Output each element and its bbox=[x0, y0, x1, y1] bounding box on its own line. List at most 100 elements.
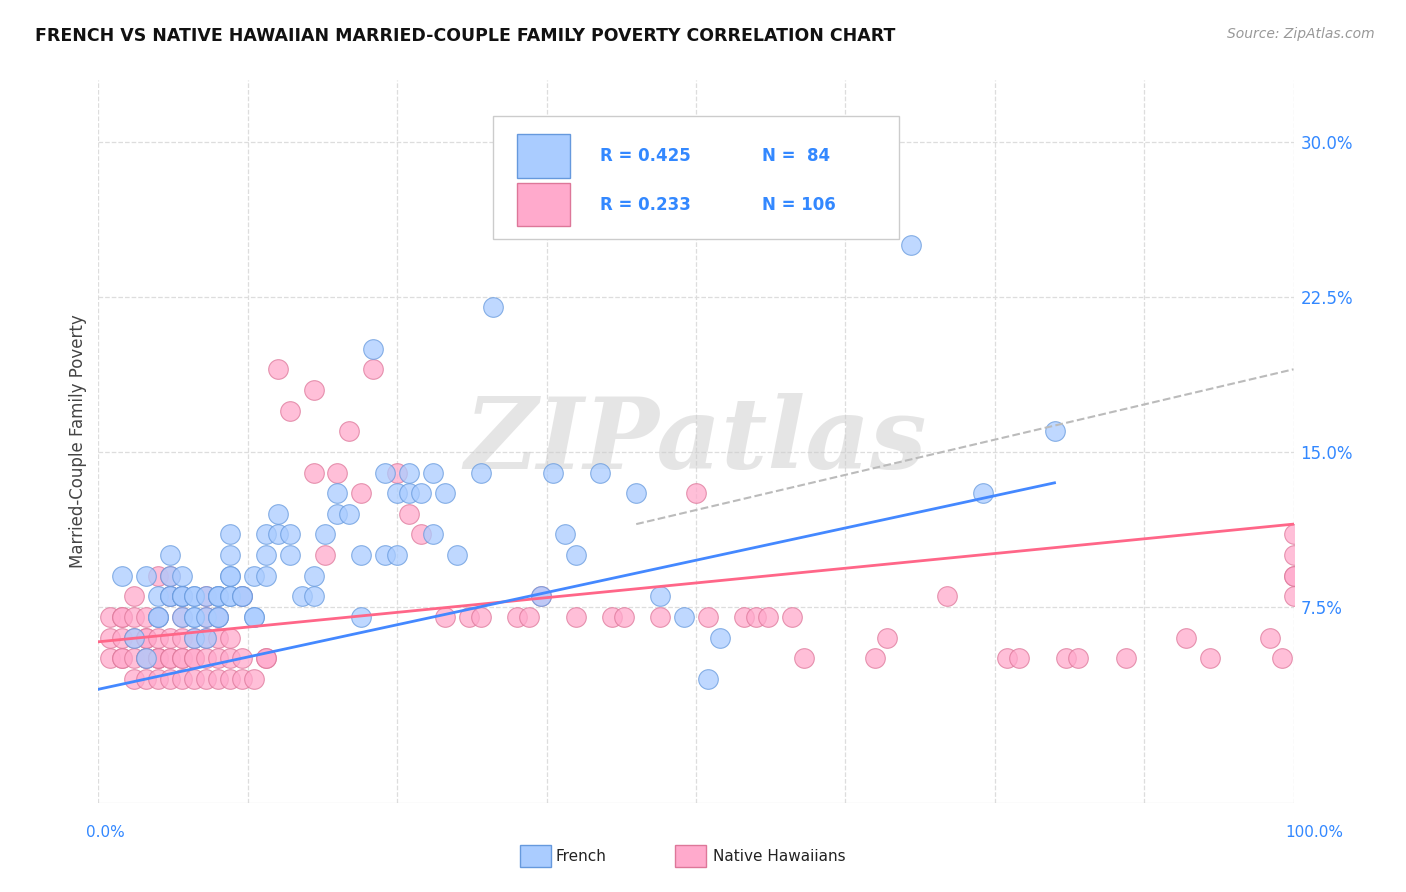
French bbox=[291, 590, 314, 604]
Native Hawaiians bbox=[159, 672, 181, 686]
Native Hawaiians bbox=[231, 651, 253, 665]
Native Hawaiians bbox=[1282, 590, 1305, 604]
Native Hawaiians bbox=[685, 486, 707, 500]
Text: 100.0%: 100.0% bbox=[1285, 825, 1344, 840]
Native Hawaiians bbox=[254, 651, 277, 665]
French bbox=[183, 590, 205, 604]
Text: R = 0.233: R = 0.233 bbox=[600, 195, 692, 213]
Native Hawaiians bbox=[1175, 631, 1198, 645]
Native Hawaiians bbox=[302, 383, 325, 397]
French bbox=[673, 610, 696, 624]
French bbox=[709, 631, 731, 645]
Native Hawaiians bbox=[124, 651, 146, 665]
Native Hawaiians bbox=[411, 527, 433, 541]
French bbox=[195, 590, 218, 604]
Native Hawaiians bbox=[745, 610, 768, 624]
Native Hawaiians bbox=[111, 651, 134, 665]
Native Hawaiians bbox=[135, 651, 157, 665]
Native Hawaiians bbox=[159, 590, 181, 604]
Native Hawaiians bbox=[565, 610, 588, 624]
French bbox=[219, 590, 242, 604]
French bbox=[1043, 424, 1066, 438]
Native Hawaiians bbox=[195, 651, 218, 665]
Native Hawaiians bbox=[506, 610, 529, 624]
Native Hawaiians bbox=[231, 590, 253, 604]
French bbox=[780, 218, 803, 232]
Native Hawaiians bbox=[207, 610, 229, 624]
French bbox=[254, 568, 277, 582]
French bbox=[183, 631, 205, 645]
Native Hawaiians bbox=[385, 466, 409, 480]
French bbox=[374, 548, 396, 562]
Native Hawaiians bbox=[124, 672, 146, 686]
French bbox=[422, 527, 444, 541]
Native Hawaiians bbox=[780, 610, 803, 624]
Native Hawaiians bbox=[602, 610, 624, 624]
Native Hawaiians bbox=[793, 651, 815, 665]
French bbox=[589, 466, 612, 480]
French bbox=[350, 610, 373, 624]
French bbox=[315, 527, 337, 541]
Native Hawaiians bbox=[326, 466, 349, 480]
French bbox=[398, 486, 420, 500]
Native Hawaiians bbox=[219, 631, 242, 645]
French bbox=[530, 590, 553, 604]
Native Hawaiians bbox=[398, 507, 420, 521]
French bbox=[219, 527, 242, 541]
Native Hawaiians bbox=[697, 610, 720, 624]
Native Hawaiians bbox=[1282, 527, 1305, 541]
French bbox=[339, 507, 361, 521]
French bbox=[243, 568, 266, 582]
French bbox=[172, 590, 194, 604]
Native Hawaiians bbox=[219, 672, 242, 686]
Native Hawaiians bbox=[650, 610, 672, 624]
Native Hawaiians bbox=[733, 610, 755, 624]
Native Hawaiians bbox=[148, 610, 170, 624]
Native Hawaiians bbox=[1067, 651, 1090, 665]
French bbox=[565, 548, 588, 562]
French bbox=[385, 548, 409, 562]
French bbox=[267, 527, 290, 541]
Native Hawaiians bbox=[172, 590, 194, 604]
Native Hawaiians bbox=[172, 631, 194, 645]
Native Hawaiians bbox=[159, 651, 181, 665]
Native Hawaiians bbox=[172, 672, 194, 686]
Native Hawaiians bbox=[195, 672, 218, 686]
Text: Native Hawaiians: Native Hawaiians bbox=[713, 849, 845, 863]
Native Hawaiians bbox=[876, 631, 898, 645]
Native Hawaiians bbox=[111, 631, 134, 645]
French bbox=[135, 568, 157, 582]
French bbox=[231, 590, 253, 604]
French bbox=[148, 610, 170, 624]
French bbox=[207, 590, 229, 604]
Native Hawaiians bbox=[183, 651, 205, 665]
Native Hawaiians bbox=[207, 651, 229, 665]
French bbox=[148, 610, 170, 624]
French bbox=[470, 466, 492, 480]
Native Hawaiians bbox=[98, 651, 122, 665]
French bbox=[159, 590, 181, 604]
French bbox=[254, 527, 277, 541]
Native Hawaiians bbox=[195, 610, 218, 624]
Native Hawaiians bbox=[148, 631, 170, 645]
Native Hawaiians bbox=[98, 610, 122, 624]
Native Hawaiians bbox=[1056, 651, 1078, 665]
French bbox=[183, 610, 205, 624]
Native Hawaiians bbox=[470, 610, 492, 624]
French bbox=[111, 568, 134, 582]
French bbox=[195, 610, 218, 624]
Native Hawaiians bbox=[124, 590, 146, 604]
Native Hawaiians bbox=[159, 568, 181, 582]
Native Hawaiians bbox=[363, 362, 385, 376]
French bbox=[172, 590, 194, 604]
French bbox=[326, 486, 349, 500]
Native Hawaiians bbox=[530, 590, 553, 604]
Native Hawaiians bbox=[207, 631, 229, 645]
Native Hawaiians bbox=[339, 424, 361, 438]
Native Hawaiians bbox=[231, 672, 253, 686]
French bbox=[374, 466, 396, 480]
Native Hawaiians bbox=[172, 610, 194, 624]
Native Hawaiians bbox=[172, 651, 194, 665]
Native Hawaiians bbox=[183, 631, 205, 645]
Native Hawaiians bbox=[135, 610, 157, 624]
